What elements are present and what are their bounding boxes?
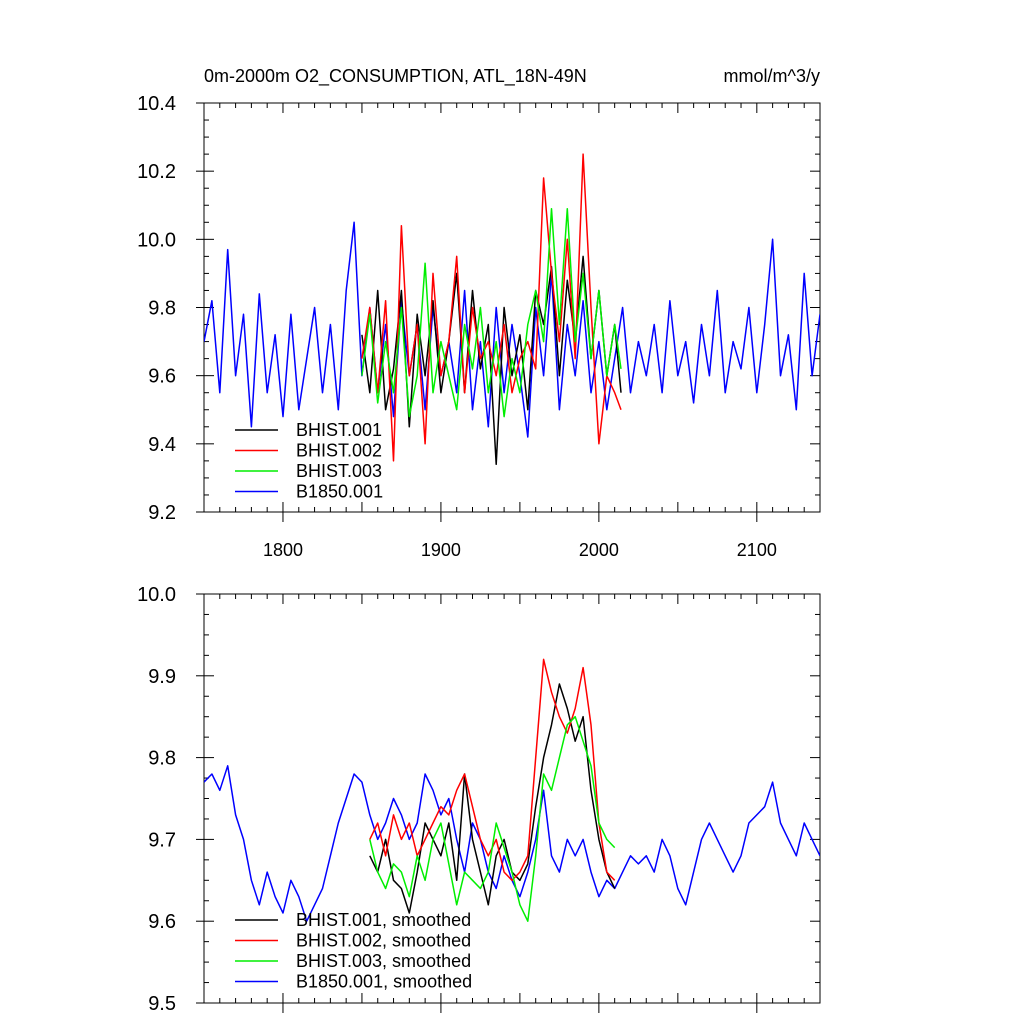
bottom-y-tick-label: 9.6 [148,911,176,933]
bottom-y-tick-label: 10.0 [137,584,176,606]
bottom-y-tick-label: 9.9 [148,666,176,688]
bottom-legend-label: BHIST.002, smoothed [296,931,471,951]
bottom-legend-label: B1850.001, smoothed [296,972,472,992]
top-y-tick-label: 9.4 [148,434,176,456]
top-y-tick-label: 9.2 [148,502,176,524]
bottom-legend-label: BHIST.003, smoothed [296,951,471,971]
bottom-y-tick-label: 9.8 [148,748,176,770]
bottom-y-tick-label: 9.5 [148,993,176,1015]
top-series-line-3 [361,207,622,418]
top-legend-label: B1850.001 [296,482,383,502]
top-y-tick-label: 10.2 [137,161,176,183]
top-x-tick-label: 2100 [737,540,777,560]
top-x-tick-label: 1800 [263,540,303,560]
bottom-series-line-3 [369,715,616,922]
bottom-legend-label: BHIST.001, smoothed [296,910,471,930]
top-panel: 0m-2000m O2_CONSUMPTION, ATL_18N-49N mmo… [137,66,821,560]
top-chart-units: mmol/m^3/y [724,66,820,86]
top-legend-label: BHIST.001 [296,420,382,440]
top-y-tick-label: 9.6 [148,366,176,388]
top-series-line-4 [204,221,820,438]
bottom-y-tick-label: 9.7 [148,829,176,851]
top-legend-label: BHIST.003 [296,461,382,481]
top-x-tick-label: 2000 [579,540,619,560]
top-y-tick-label: 9.8 [148,298,176,320]
top-chart-title: 0m-2000m O2_CONSUMPTION, ATL_18N-49N [204,66,587,87]
bottom-series-line-1 [369,683,616,914]
top-x-tick-label: 1900 [421,540,461,560]
top-y-tick-label: 10.0 [137,229,176,251]
top-y-tick-label: 10.4 [137,93,176,115]
bottom-series-line-4 [204,765,820,922]
top-legend-label: BHIST.002 [296,441,382,461]
top-series-line-2 [361,153,622,462]
